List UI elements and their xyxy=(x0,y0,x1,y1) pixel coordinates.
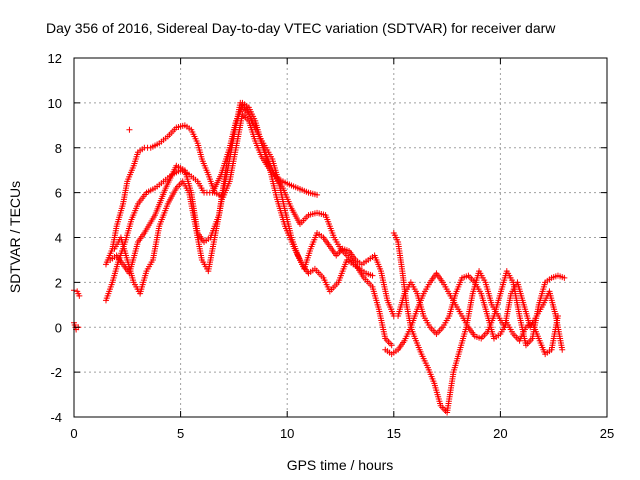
data-point xyxy=(369,272,376,279)
data-point xyxy=(559,346,566,353)
y-tick-label: 8 xyxy=(55,141,62,156)
y-axis-label: SDTVAR / TECUs xyxy=(7,181,23,293)
x-tick-label: 0 xyxy=(70,426,77,441)
x-tick-label: 5 xyxy=(177,426,184,441)
data-point xyxy=(554,313,561,320)
y-tick-label: 6 xyxy=(55,186,62,201)
axis-ticks: 0 5 10 15 20 25 -4 -2 0 2 4 6 8 10 12 xyxy=(48,51,615,441)
data-point xyxy=(314,191,321,198)
y-tick-label: 0 xyxy=(55,320,62,335)
y-tick-label: -4 xyxy=(50,410,62,425)
data-point xyxy=(561,274,568,281)
x-tick-label: 20 xyxy=(493,426,507,441)
data-points xyxy=(71,99,568,416)
data-point xyxy=(126,126,133,133)
x-tick-label: 10 xyxy=(280,426,294,441)
grid xyxy=(74,58,607,417)
x-tick-label: 25 xyxy=(600,426,614,441)
data-point xyxy=(76,292,83,299)
y-tick-label: 4 xyxy=(55,231,62,246)
y-tick-label: 2 xyxy=(55,275,62,290)
x-tick-label: 15 xyxy=(387,426,401,441)
y-tick-label: 12 xyxy=(48,51,62,66)
y-tick-label: -2 xyxy=(50,365,62,380)
x-axis-label: GPS time / hours xyxy=(287,457,394,473)
chart-title: Day 356 of 2016, Sidereal Day-to-day VTE… xyxy=(46,20,556,36)
y-tick-label: 10 xyxy=(48,96,62,111)
data-point xyxy=(388,342,395,349)
